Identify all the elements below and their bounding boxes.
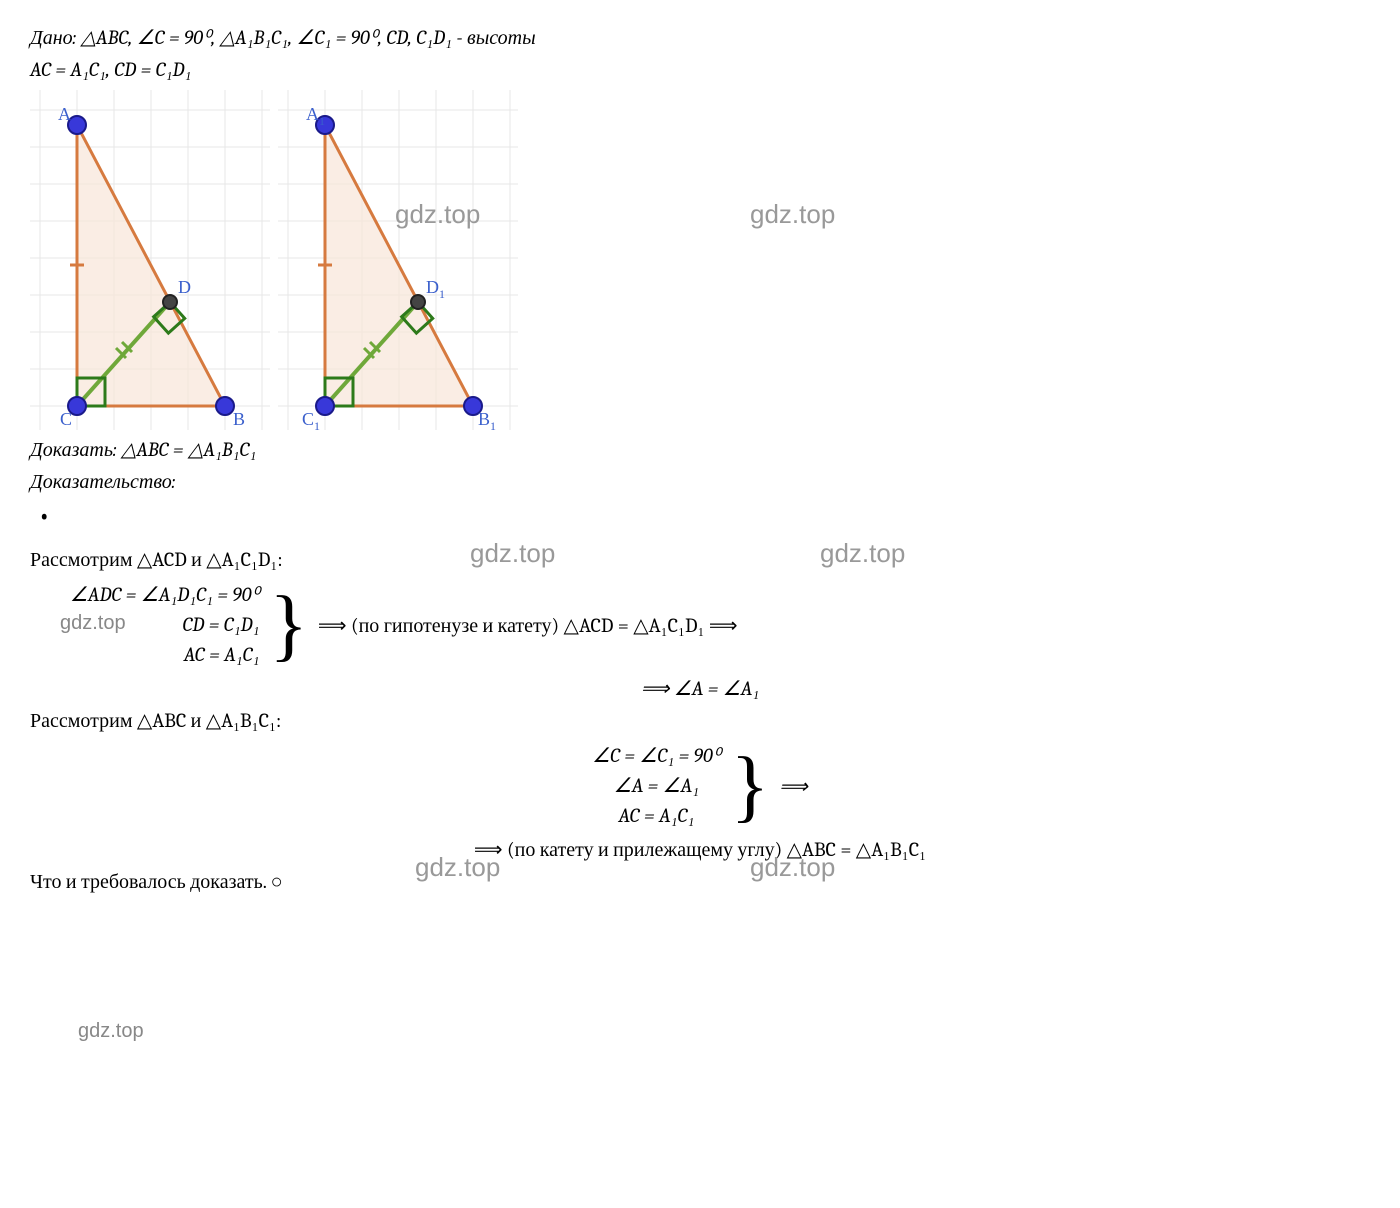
step1-result: ⟹ ∠A = ∠A₁ <box>641 676 759 701</box>
watermark: gdz.top <box>750 852 835 883</box>
step1-block: ∠ADC = ∠A₁D₁C₁ = 90⁰ CD = C₁D₁ AC = A₁C₁… <box>70 580 1370 670</box>
prove-line: Доказать: △ABC = △A₁B₁C₁ <box>30 436 1370 464</box>
step2-eq1: ∠C = ∠C₁ = 90⁰ <box>592 741 721 771</box>
bullet-icon: • <box>38 500 50 532</box>
step1-intro: Рассмотрим △ACD и △A₁C₁D₁: <box>30 546 1370 574</box>
step1-eq1: ∠ADC = ∠A₁D₁C₁ = 90⁰ <box>70 580 259 610</box>
given-line-2: AC = A₁C₁, CD = C₁D₁ <box>30 56 1370 84</box>
step1-eq2: CD = C₁D₁ <box>182 610 259 640</box>
watermark: gdz.top <box>395 199 480 230</box>
step1-conclusion: ⟹ (по гипотенузе и катету) △ACD = △A₁C₁D… <box>318 613 738 638</box>
step2-intro: Рассмотрим △ABC и △A₁B₁C₁: <box>30 707 1370 735</box>
brace-icon: } <box>731 754 769 818</box>
svg-text:A: A <box>58 104 71 124</box>
svg-text:B: B <box>233 409 245 429</box>
step2-eq3: AC = A₁C₁ <box>619 801 695 831</box>
watermark: gdz.top <box>415 852 500 883</box>
step1-eq3: AC = A₁C₁ <box>184 640 260 670</box>
triangle-diagram-1: A C B D <box>30 90 270 430</box>
watermark: gdz.top <box>60 612 126 635</box>
step2-eq2: ∠A = ∠A₁ <box>614 771 699 801</box>
given-line-1: Дано: △ABC, ∠C = 90⁰, △A₁B₁C₁, ∠C₁ = 90⁰… <box>30 24 1370 52</box>
watermark: gdz.top <box>750 199 835 230</box>
triangle-diagram-2: A1 C1 B1 D1 <box>278 90 518 430</box>
step2-conclusion: ⟹ (по катету и прилежащему углу) △ABC = … <box>30 837 1370 862</box>
proof-label: Доказательство: <box>30 468 1370 496</box>
watermark: gdz.top <box>470 538 555 569</box>
implies-icon: ⟹ <box>779 774 808 798</box>
bullet-row: • <box>30 508 1370 542</box>
svg-text:D: D <box>178 277 191 297</box>
watermark: gdz.top <box>78 1020 144 1043</box>
diagram-row: A C B D <box>30 90 1370 430</box>
svg-text:B1: B1 <box>478 409 496 430</box>
step2-block: ∠C = ∠C₁ = 90⁰ ∠A = ∠A₁ AC = A₁C₁ } ⟹ <box>30 741 1370 831</box>
watermark: gdz.top <box>820 538 905 569</box>
brace-icon: } <box>269 593 307 657</box>
qed-line: Что и требовалось доказать. ○ <box>30 868 1370 896</box>
svg-text:C: C <box>60 409 72 429</box>
page-content: gdz.top gdz.top gdz.top gdz.top gdz.top … <box>30 24 1370 896</box>
